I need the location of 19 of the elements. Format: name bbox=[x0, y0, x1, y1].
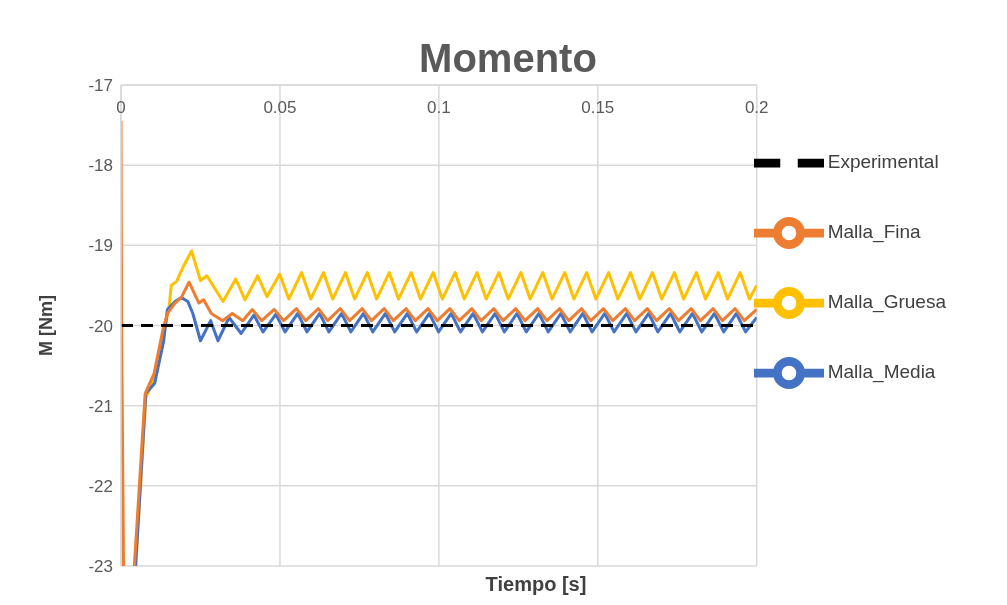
y-axis-title: M [Nm] bbox=[36, 295, 57, 356]
y-tick-label: -22 bbox=[88, 476, 113, 496]
y-tick-label: -18 bbox=[88, 156, 113, 176]
x-tick-label: 0.1 bbox=[427, 98, 451, 117]
y-tick-label: -21 bbox=[88, 396, 113, 416]
legend-label: Malla_Media bbox=[827, 361, 936, 383]
x-tick-label: 0.2 bbox=[744, 98, 769, 117]
x-tick-label: 0 bbox=[116, 98, 126, 117]
y-tick-label: -17 bbox=[88, 76, 113, 96]
y-tick-label: -23 bbox=[88, 557, 113, 577]
y-tick-label: -20 bbox=[88, 316, 113, 336]
x-tick-label: 0.05 bbox=[263, 98, 297, 117]
chart-title: Momento bbox=[419, 36, 597, 80]
legend-label: Experimental bbox=[827, 151, 939, 173]
y-tick-label: -19 bbox=[88, 236, 113, 256]
legend-label: Malla_Fina bbox=[827, 221, 921, 243]
legend-label: Malla_Gruesa bbox=[827, 291, 946, 313]
x-tick-label: 0.15 bbox=[581, 98, 615, 117]
x-axis-title: Tiempo [s] bbox=[484, 573, 588, 596]
